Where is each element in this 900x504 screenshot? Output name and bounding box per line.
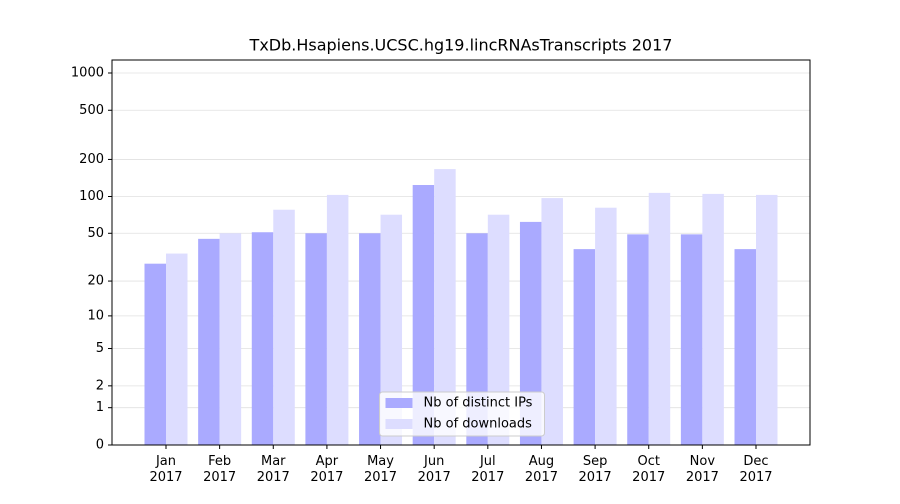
x-tick-label: Jun 2017 [418, 454, 451, 485]
chart-title: TxDb.Hsapiens.UCSC.hg19.lincRNAsTranscri… [249, 36, 673, 55]
y-tick-label: 1 [96, 400, 104, 415]
y-tick-label: 20 [87, 274, 104, 289]
bar [273, 209, 295, 445]
y-tick-label: 2 [96, 378, 104, 393]
bar [595, 207, 617, 445]
bar [198, 238, 220, 445]
bar [734, 249, 756, 445]
bar [380, 214, 403, 445]
x-tick-label: Feb 2017 [203, 454, 236, 485]
x-tick-label: Dec 2017 [739, 454, 772, 485]
bar [144, 263, 166, 445]
bar [359, 233, 381, 445]
legend-label: Nb of distinct IPs [424, 396, 533, 411]
bar [519, 221, 542, 445]
bar [166, 253, 188, 445]
x-tick-label: Oct 2017 [632, 454, 665, 485]
x-tick-label: Nov 2017 [686, 454, 719, 485]
bar [648, 192, 671, 445]
plot-frame [111, 59, 811, 446]
y-tick-label: 100 [79, 189, 104, 204]
bar [680, 234, 703, 445]
x-tick-label: Jul 2017 [471, 454, 504, 485]
bar [434, 169, 456, 445]
y-tick-label: 500 [79, 103, 104, 118]
bar [541, 198, 563, 445]
x-tick-label: May 2017 [364, 454, 397, 485]
bar [305, 233, 327, 445]
bar [573, 249, 596, 445]
legend-label: Nb of downloads [424, 417, 533, 432]
y-tick-label: 0 [96, 438, 104, 453]
x-tick-label: Apr 2017 [310, 454, 343, 485]
y-tick-label: 50 [87, 226, 104, 241]
legend-swatch [385, 398, 413, 408]
legend-swatch [385, 419, 413, 429]
legend-box [379, 391, 545, 437]
y-tick-label: 10 [87, 308, 104, 323]
x-tick-label: Jan 2017 [149, 454, 182, 485]
bar [326, 194, 349, 445]
x-tick-label: Aug 2017 [525, 454, 558, 485]
bar [487, 214, 510, 445]
y-tick-label: 1000 [71, 65, 104, 80]
bar [756, 194, 778, 445]
bar [251, 232, 274, 445]
bar [702, 193, 724, 445]
bar [219, 233, 242, 445]
x-tick-label: Mar 2017 [257, 454, 290, 485]
y-tick-label: 5 [96, 341, 104, 356]
x-tick-label: Sep 2017 [579, 454, 612, 485]
y-tick-label: 200 [79, 152, 104, 167]
bar [412, 185, 435, 445]
bar [627, 234, 649, 445]
